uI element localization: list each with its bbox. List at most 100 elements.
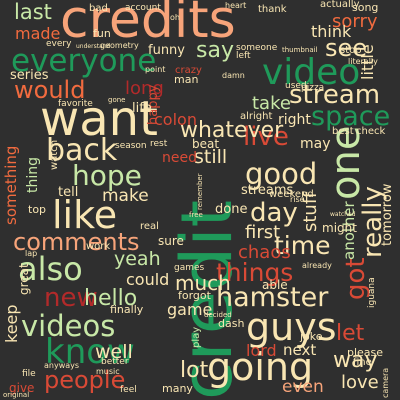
word-space: space <box>311 101 391 132</box>
word-life: life <box>132 101 152 116</box>
word-file: file <box>22 369 36 379</box>
word-hope: hope <box>72 159 142 192</box>
word-know: know <box>45 332 135 372</box>
word-thumbnail: thumbnail <box>282 46 318 54</box>
word-bad: bad <box>89 3 108 14</box>
word-sorry: sorry <box>332 11 378 32</box>
word-love: love <box>341 372 379 393</box>
word-work: work <box>86 241 111 252</box>
word-comments: comments <box>13 228 140 256</box>
word-geometry: geometry <box>100 41 139 50</box>
word-favorite: favorite <box>58 99 93 109</box>
word-stream: stream <box>289 80 381 110</box>
word-guys: guys <box>246 305 337 349</box>
word-feel: feel <box>120 385 137 395</box>
word-hamster: hamster <box>216 282 329 313</box>
word-made: made <box>15 24 61 43</box>
word-might: might <box>322 221 357 235</box>
word-fine: fine <box>353 357 372 368</box>
word-used: used <box>285 81 307 91</box>
word-game: game <box>167 300 213 319</box>
word-may: may <box>300 136 331 152</box>
word-keep: keep <box>2 304 21 343</box>
word-gone: gone <box>108 96 126 104</box>
word-beat: beat <box>192 137 220 151</box>
word-alright: alright <box>240 111 273 122</box>
word-think: think <box>311 22 352 41</box>
word-credits: credits <box>60 0 236 50</box>
word-live: live <box>243 122 289 152</box>
word-time: time <box>274 231 331 260</box>
word-rest: rest <box>150 139 168 149</box>
word-would: would <box>14 76 86 104</box>
word-camera: camera <box>381 367 390 398</box>
word-check: check <box>356 126 386 137</box>
word-need: need <box>162 150 197 166</box>
word-already: already <box>302 261 332 270</box>
word-tomorrow: tomorrow <box>380 183 395 246</box>
word-everyone: everyone <box>11 43 157 79</box>
word-games: games <box>174 263 205 273</box>
word-make: make <box>102 186 149 206</box>
word-great: great <box>17 263 31 295</box>
word-thing: thing <box>25 156 41 193</box>
word-forgot: forgot <box>178 289 211 302</box>
word-crazy: crazy <box>175 65 202 76</box>
word-every: every <box>46 39 72 49</box>
word-point: point <box>145 65 166 74</box>
word-finally: finally <box>110 303 144 316</box>
word-series: series <box>10 68 49 83</box>
word-better: better <box>101 357 129 367</box>
word-heart: heart <box>225 1 247 10</box>
word-watch: watch <box>49 139 60 170</box>
word-long: long <box>125 78 164 99</box>
word-give: give <box>9 381 35 395</box>
word-things: things <box>216 258 294 287</box>
word-anyways: anyways <box>44 361 80 370</box>
word-want: want <box>40 91 158 147</box>
word-free: free <box>189 211 203 219</box>
word-funny: funny <box>148 43 185 58</box>
word-hello: hello <box>84 286 138 311</box>
word-please: please <box>347 346 384 359</box>
word-see: see <box>325 34 368 62</box>
word-something: something <box>2 145 20 225</box>
word-season: season <box>115 141 147 151</box>
word-understand: understand <box>76 43 111 50</box>
word-first: first <box>245 222 281 243</box>
word-actually: actually <box>320 0 360 10</box>
word-song: song <box>352 1 379 14</box>
word-remember: remember <box>196 173 204 210</box>
word-able: able <box>262 278 288 292</box>
word-fun: fun <box>93 27 111 40</box>
word-yeah: yeah <box>114 248 161 270</box>
word-music: music <box>96 367 120 376</box>
word-way: way <box>333 348 378 373</box>
word-let: let <box>336 321 365 346</box>
word-tell: tell <box>58 185 79 200</box>
word-colon: colon <box>154 110 197 129</box>
word-right: right <box>278 112 311 128</box>
word-rise: rise <box>290 195 305 204</box>
word-original: original <box>3 391 30 399</box>
word-done: done <box>215 202 248 217</box>
word-damn: damn <box>222 71 245 80</box>
word-even: even <box>282 377 324 397</box>
word-someone: someone <box>236 43 278 53</box>
word-account: account <box>125 3 161 13</box>
word-good: good <box>245 157 318 191</box>
word-oh: oh <box>170 13 180 22</box>
word-still: still <box>194 146 228 168</box>
word-could: could <box>126 270 170 289</box>
word-take: take <box>252 93 291 114</box>
word-also: also <box>18 250 83 288</box>
word-top: top <box>28 203 47 216</box>
word-best: best <box>332 126 354 137</box>
word-real: real <box>140 221 159 232</box>
word-got: got <box>341 257 371 300</box>
word-video: video <box>262 52 361 93</box>
word-weekend: weekend <box>269 189 314 200</box>
word-say: say <box>196 38 234 63</box>
word-left: left <box>236 51 251 61</box>
word-iguana: iguana <box>367 277 377 308</box>
